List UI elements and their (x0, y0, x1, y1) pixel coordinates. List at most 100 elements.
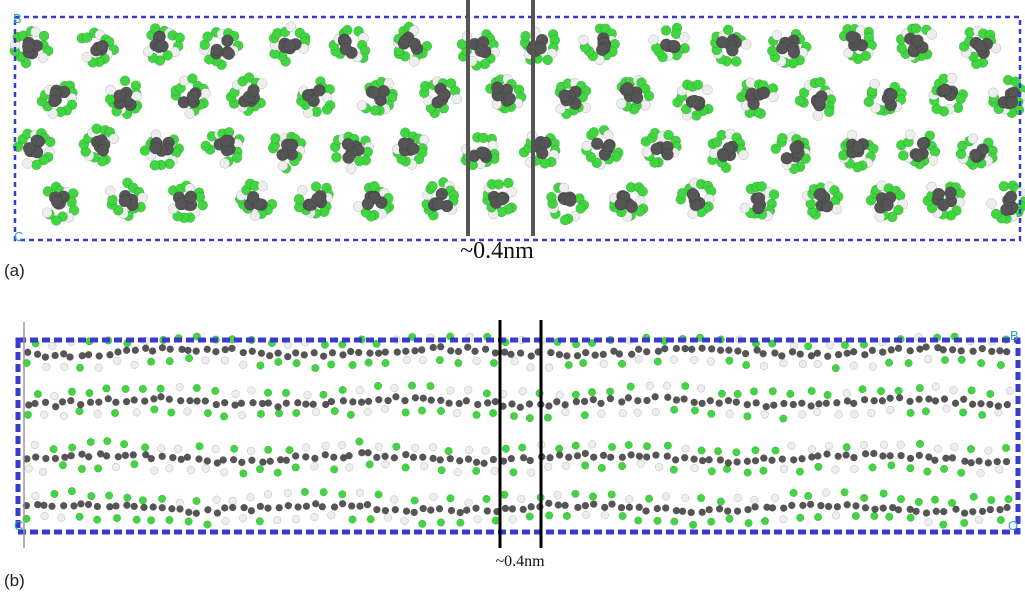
atom (367, 515, 375, 523)
atom (166, 357, 174, 365)
atom (472, 348, 479, 355)
atom (808, 446, 816, 454)
atom (382, 359, 390, 367)
atom (427, 507, 434, 514)
atom (636, 504, 643, 511)
atom (475, 45, 487, 57)
atom (987, 506, 994, 513)
atom (790, 456, 797, 463)
atom (996, 466, 1004, 474)
atom (85, 453, 92, 460)
atom (48, 95, 60, 107)
atom (744, 469, 752, 477)
atom (1006, 96, 1018, 108)
atom (71, 502, 78, 509)
atom (922, 408, 930, 416)
atom (882, 199, 894, 211)
atom (465, 456, 472, 463)
atom (574, 452, 581, 459)
atom (185, 109, 195, 119)
atom (731, 56, 741, 66)
atom (331, 407, 339, 415)
atom (112, 463, 120, 471)
atom (661, 26, 671, 36)
atom (825, 503, 832, 510)
atom (111, 409, 119, 417)
atom (230, 445, 238, 453)
atom (521, 31, 531, 41)
atom (427, 382, 435, 390)
atom (57, 514, 65, 522)
atom (606, 388, 614, 396)
atom (257, 410, 265, 418)
atom (76, 513, 84, 521)
atom (330, 466, 338, 474)
atom (320, 488, 328, 496)
atom (581, 462, 589, 470)
atom (220, 457, 227, 464)
atom (940, 521, 948, 529)
atom (455, 348, 462, 355)
atom (804, 492, 812, 500)
atom (814, 453, 821, 460)
atom (860, 441, 868, 449)
atom (817, 502, 824, 509)
atom (933, 188, 945, 200)
atom (928, 155, 938, 165)
atom (282, 389, 290, 397)
atom (835, 453, 842, 460)
atom (382, 453, 389, 460)
atom (726, 410, 734, 418)
atom (193, 348, 200, 355)
atom (343, 152, 355, 164)
atom (368, 87, 380, 99)
atom (655, 463, 663, 471)
panel-b-cell (18, 340, 1018, 532)
atom (430, 493, 438, 501)
atom (940, 346, 947, 353)
atom (978, 411, 986, 419)
atom (907, 398, 914, 405)
atom (284, 353, 291, 360)
atom (565, 454, 572, 461)
atom (79, 451, 86, 458)
atom (196, 443, 204, 451)
atom (565, 361, 573, 369)
atom (877, 387, 885, 395)
atom (384, 514, 392, 522)
atom (382, 349, 389, 356)
atom (303, 503, 310, 510)
atom (113, 503, 120, 510)
atom (133, 516, 141, 524)
atom (634, 409, 642, 417)
atom (649, 35, 659, 45)
atom (347, 411, 355, 419)
atom (76, 364, 84, 372)
atom (607, 395, 614, 402)
atom (294, 194, 304, 204)
atom (645, 495, 653, 503)
atom (752, 457, 759, 464)
atom (940, 508, 947, 515)
atom (157, 40, 169, 52)
atom (673, 345, 680, 352)
atom (31, 441, 39, 449)
atom (447, 495, 455, 503)
atom (608, 491, 616, 499)
atom (798, 400, 805, 407)
atom (958, 356, 966, 364)
atom (204, 346, 211, 353)
atom (239, 361, 247, 369)
atom (780, 465, 788, 473)
atom (364, 501, 371, 508)
atom (151, 406, 159, 414)
atom (330, 454, 337, 461)
atom (473, 357, 481, 365)
atom (581, 411, 589, 419)
atom (871, 397, 878, 404)
atom (286, 139, 298, 151)
atom (312, 408, 320, 416)
atom (213, 401, 220, 408)
atom (916, 384, 924, 392)
atom (340, 397, 347, 404)
